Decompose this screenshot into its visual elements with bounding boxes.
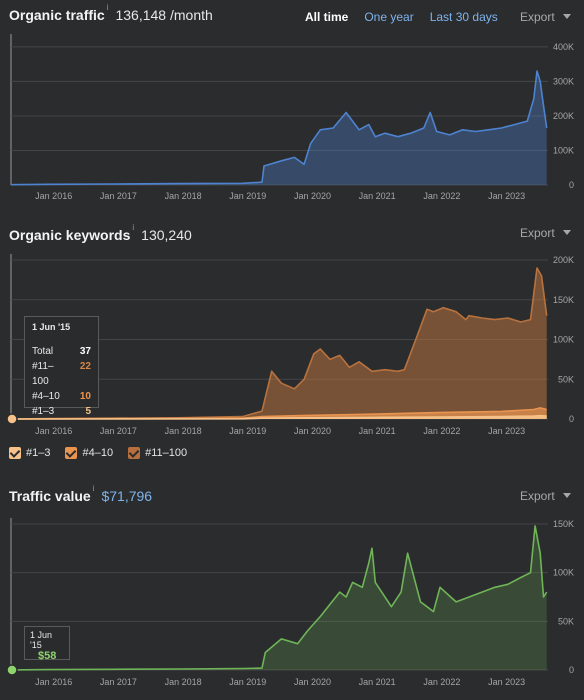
x-tick-label: Jan 2022 bbox=[423, 191, 460, 201]
organic-keywords-value: 130,240 bbox=[141, 227, 192, 243]
x-tick-label: Jan 2016 bbox=[35, 426, 72, 436]
x-tick-label: Jan 2020 bbox=[294, 191, 331, 201]
caret-down-icon bbox=[562, 14, 571, 20]
tooltip-date: 1 Jun '15 bbox=[30, 630, 53, 650]
series-line bbox=[10, 70, 548, 186]
x-tick-label: Jan 2023 bbox=[488, 191, 525, 201]
y-tick-label: 200K bbox=[553, 111, 574, 121]
checkbox-icon[interactable] bbox=[9, 447, 21, 459]
series-area bbox=[11, 407, 547, 419]
organic-keywords-panel: Organic keywords i 130,240 Export bbox=[0, 212, 584, 470]
tooltip-date: 1 Jun '15 bbox=[32, 322, 71, 332]
series-line bbox=[10, 525, 548, 671]
keywords-tooltip: 1 Jun '15 Total 37 #11–100 22 #4–10 10 #1–3… bbox=[24, 316, 99, 417]
x-tick-label: Jan 2018 bbox=[165, 191, 202, 201]
traffic-value-panel: Traffic value i $71,796 Export bbox=[0, 470, 584, 700]
checkbox-icon[interactable] bbox=[128, 447, 141, 459]
series-area bbox=[11, 71, 547, 185]
y-tick-label: 100K bbox=[553, 568, 574, 578]
y-tick-label: 0 bbox=[569, 665, 574, 675]
export-button[interactable]: Export bbox=[520, 489, 571, 503]
tooltip-row: Total 37 bbox=[32, 346, 91, 357]
period-last-30-days[interactable]: Last 30 days bbox=[429, 10, 498, 24]
x-tick-label: Jan 2018 bbox=[165, 677, 202, 687]
series-line bbox=[10, 414, 547, 420]
x-tick-label: Jan 2023 bbox=[488, 426, 525, 436]
legend-item-11-100[interactable]: #11–100 bbox=[128, 447, 187, 459]
value-tooltip: 1 Jun '15 $58 bbox=[24, 626, 70, 662]
y-tick-label: 400K bbox=[553, 42, 574, 52]
x-tick-label: Jan 2016 bbox=[35, 677, 72, 687]
series-area bbox=[11, 268, 547, 419]
organic-traffic-title: Organic traffic i 136,148 /month bbox=[9, 3, 213, 23]
info-icon[interactable]: i bbox=[132, 223, 135, 233]
hover-marker bbox=[6, 413, 18, 425]
x-tick-label: Jan 2020 bbox=[294, 677, 331, 687]
x-tick-label: Jan 2021 bbox=[359, 426, 396, 436]
x-tick-label: Jan 2016 bbox=[35, 191, 72, 201]
info-icon[interactable]: i bbox=[92, 484, 95, 494]
x-tick-label: Jan 2019 bbox=[229, 426, 266, 436]
period-one-year[interactable]: One year bbox=[364, 10, 414, 24]
export-button[interactable]: Export bbox=[520, 226, 571, 240]
organic-traffic-value: 136,148 /month bbox=[115, 7, 213, 23]
organic-keywords-chart[interactable]: 0 50K 100K 150K 200K Jan 2016 Jan 2017 Jan 2018… bbox=[0, 0, 584, 470]
checkbox-icon[interactable] bbox=[65, 447, 78, 459]
organic-keywords-title: Organic keywords i 130,240 bbox=[9, 223, 192, 243]
tooltip-row: #11–100 22 bbox=[32, 361, 91, 387]
series-line bbox=[10, 267, 548, 420]
y-tick-label: 50K bbox=[558, 374, 574, 384]
y-tick-label: 150K bbox=[553, 519, 574, 529]
traffic-value-amount: $71,796 bbox=[101, 488, 153, 504]
legend-item-4-10[interactable]: #4–10 bbox=[65, 447, 113, 459]
y-tick-label: 200K bbox=[553, 255, 574, 265]
x-tick-label: Jan 2017 bbox=[100, 426, 137, 436]
organic-traffic-panel: Organic traffic i 136,148 /month All time O… bbox=[0, 0, 584, 212]
x-tick-label: Jan 2019 bbox=[229, 191, 266, 201]
tooltip-value: $58 bbox=[38, 650, 57, 662]
info-icon[interactable]: i bbox=[106, 3, 109, 13]
x-tick-label: Jan 2017 bbox=[100, 677, 137, 687]
y-tick-label: 0 bbox=[569, 180, 574, 190]
y-tick-label: 100K bbox=[553, 145, 574, 155]
tooltip-row: #1–3 5 bbox=[32, 406, 91, 417]
x-tick-label: Jan 2021 bbox=[359, 677, 396, 687]
y-tick-label: 50K bbox=[558, 616, 574, 626]
x-tick-label: Jan 2019 bbox=[229, 677, 266, 687]
caret-down-icon bbox=[562, 230, 571, 236]
x-tick-label: Jan 2023 bbox=[488, 677, 525, 687]
x-tick-label: Jan 2017 bbox=[100, 191, 137, 201]
x-tick-label: Jan 2022 bbox=[423, 677, 460, 687]
tooltip-row: #4–10 10 bbox=[32, 391, 91, 402]
x-tick-label: Jan 2018 bbox=[165, 426, 202, 436]
keywords-legend: #1–3 #4–10 #11–100 bbox=[9, 447, 187, 459]
series-area bbox=[11, 415, 547, 419]
period-selector: All time One year Last 30 days bbox=[305, 10, 514, 24]
series-area bbox=[11, 525, 547, 670]
y-tick-label: 150K bbox=[553, 295, 574, 305]
caret-down-icon bbox=[562, 493, 571, 499]
series-line bbox=[10, 407, 547, 420]
export-button[interactable]: Export bbox=[520, 10, 571, 24]
legend-item-1-3[interactable]: #1–3 bbox=[9, 447, 50, 459]
x-tick-label: Jan 2021 bbox=[359, 191, 396, 201]
organic-traffic-chart[interactable]: 0 100K 200K 300K 400K Jan 2016 Jan 2017 Jan 201… bbox=[0, 0, 584, 212]
y-tick-label: 100K bbox=[553, 335, 574, 345]
y-tick-label: 300K bbox=[553, 76, 574, 86]
traffic-value-title: Traffic value i $71,796 bbox=[9, 484, 153, 504]
period-all-time[interactable]: All time bbox=[305, 10, 349, 24]
hover-marker bbox=[6, 664, 18, 676]
x-tick-label: Jan 2020 bbox=[294, 426, 331, 436]
y-tick-label: 0 bbox=[569, 414, 574, 424]
x-tick-label: Jan 2022 bbox=[423, 426, 460, 436]
